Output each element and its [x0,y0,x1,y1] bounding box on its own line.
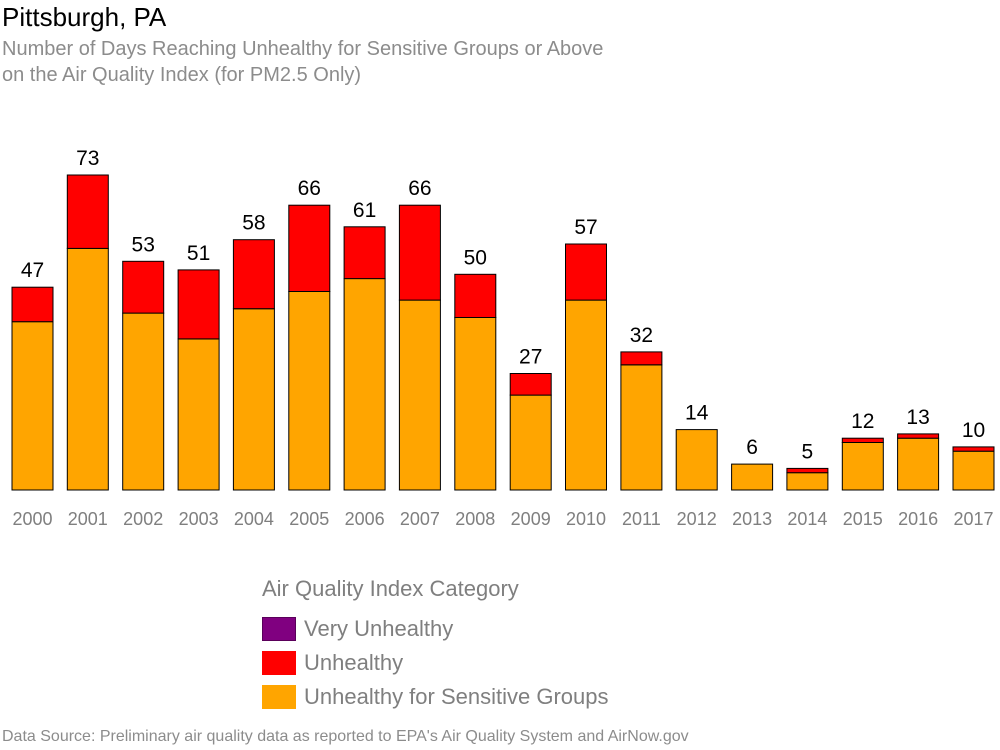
total-label-2015: 12 [851,410,874,433]
legend-label-unhealthy: Unhealthy [304,650,404,675]
total-label-2001: 73 [76,147,99,170]
bar-2002-unhealthy-for-sensitive-groups [122,312,165,491]
x-tick-label-2016: 2016 [898,509,938,529]
x-tick-label-2008: 2008 [455,509,495,529]
x-tick-label-2006: 2006 [345,509,385,529]
x-tick-label-2013: 2013 [732,509,772,529]
x-tick-label-2014: 2014 [787,509,827,529]
total-label-2014: 5 [802,440,814,463]
bar-2009-unhealthy [509,373,552,396]
bar-2017-unhealthy [952,446,995,452]
total-label-2011: 32 [630,324,653,347]
bar-2015-unhealthy-for-sensitive-groups [841,442,884,491]
total-label-2005: 66 [298,177,321,200]
bar-2009-unhealthy-for-sensitive-groups [509,394,552,491]
total-label-2007: 66 [408,177,431,200]
bar-2010-unhealthy-for-sensitive-groups [565,299,607,491]
total-label-2012: 14 [685,402,709,425]
bar-2011-unhealthy-for-sensitive-groups [620,364,663,491]
subtitle-line-1: Number of Days Reaching Unhealthy for Se… [2,38,604,60]
legend-label-sensitive-groups: Unhealthy for Sensitive Groups [304,684,609,709]
x-tick-label-2012: 2012 [677,509,717,529]
legend-title: Air Quality Index Category [262,576,519,601]
x-tick-label-2015: 2015 [843,509,883,529]
x-tick-label-2002: 2002 [123,509,163,529]
bar-2011-unhealthy [620,351,663,366]
total-label-2003: 51 [187,242,210,265]
bar-2004-unhealthy-for-sensitive-groups [232,308,275,491]
total-label-2006: 61 [353,199,376,222]
bar-2008-unhealthy [454,273,497,318]
bar-2016-unhealthy [897,433,940,439]
x-tick-label-2003: 2003 [179,509,219,529]
bar-2000-unhealthy [11,286,54,323]
legend-swatch-sensitive-groups [262,685,296,709]
bar-2000-unhealthy-for-sensitive-groups [11,321,54,491]
bar-2015-unhealthy [841,437,884,444]
chart-subtitle: Number of Days Reaching Unhealthy for Se… [2,36,762,88]
x-axis-tick-labels: 2000 2001 2002 2003 2004 2005 2006 2007 2008 2009… [12,509,993,529]
bar-2006-unhealthy [343,226,386,280]
total-label-2009: 27 [519,346,542,369]
bar-2016-unhealthy-for-sensitive-groups [897,437,940,491]
bar-2013-unhealthy-for-sensitive-groups [731,463,774,491]
total-label-2016: 13 [906,406,929,429]
x-tick-label-2007: 2007 [400,509,440,529]
data-source-note: Data Source: Preliminary air quality dat… [2,728,689,745]
total-label-2013: 6 [746,436,758,459]
legend-item-unhealthy: Unhealthy [262,646,609,680]
legend-item-sensitive-groups: Unhealthy for Sensitive Groups [262,680,609,714]
bar-2014-unhealthy [786,467,829,474]
bar-2014-unhealthy-for-sensitive-groups [786,472,829,491]
x-tick-label-2000: 2000 [12,509,52,529]
total-label-2000: 47 [21,259,44,282]
bar-2001-unhealthy [66,174,109,249]
bar-2007-unhealthy-for-sensitive-groups [398,299,441,491]
bar-2007-unhealthy [398,204,441,301]
bar-2005-unhealthy-for-sensitive-groups [288,291,331,491]
x-tick-label-2005: 2005 [289,509,329,529]
x-tick-label-2001: 2001 [68,509,108,529]
total-label-2017: 10 [962,419,985,442]
legend-swatch-very-unhealthy [262,617,296,641]
bar-2010-unhealthy [565,243,607,301]
total-labels: 47 73 53 51 58 66 61 66 50 27 57 32 14 6 5 12 13 10 [21,147,985,463]
bar-2012-unhealthy-for-sensitive-groups [675,429,718,491]
x-tick-label-2010: 2010 [566,509,606,529]
bar-2003-unhealthy [177,269,220,340]
bar-2001-unhealthy-for-sensitive-groups [66,247,109,491]
x-tick-label-2009: 2009 [511,509,551,529]
bar-2008-unhealthy-for-sensitive-groups [454,316,497,491]
total-label-2010: 57 [574,216,597,239]
chart-title: Pittsburgh, PA [2,2,167,32]
legend-item-very-unhealthy: Very Unhealthy [262,612,609,646]
legend-label-very-unhealthy: Very Unhealthy [304,616,454,641]
legend: Air Quality Index Category Very Unhealth… [262,576,609,714]
bar-2005-unhealthy [288,204,331,292]
x-tick-label-2017: 2017 [953,509,993,529]
bar-2002-unhealthy [122,260,165,314]
bar-2003-unhealthy-for-sensitive-groups [177,338,220,491]
total-label-2008: 50 [464,246,487,269]
subtitle-line-2: on the Air Quality Index (for PM2.5 Only… [2,64,362,86]
bar-2004-unhealthy [232,239,275,310]
bar-2017-unhealthy-for-sensitive-groups [952,450,995,491]
x-tick-label-2004: 2004 [234,509,274,529]
bar-layer [11,174,995,491]
legend-swatch-unhealthy [262,651,296,675]
total-label-2004: 58 [242,212,265,235]
x-tick-label-2011: 2011 [622,509,661,529]
bar-2006-unhealthy-for-sensitive-groups [343,278,386,491]
total-label-2002: 53 [132,233,155,256]
